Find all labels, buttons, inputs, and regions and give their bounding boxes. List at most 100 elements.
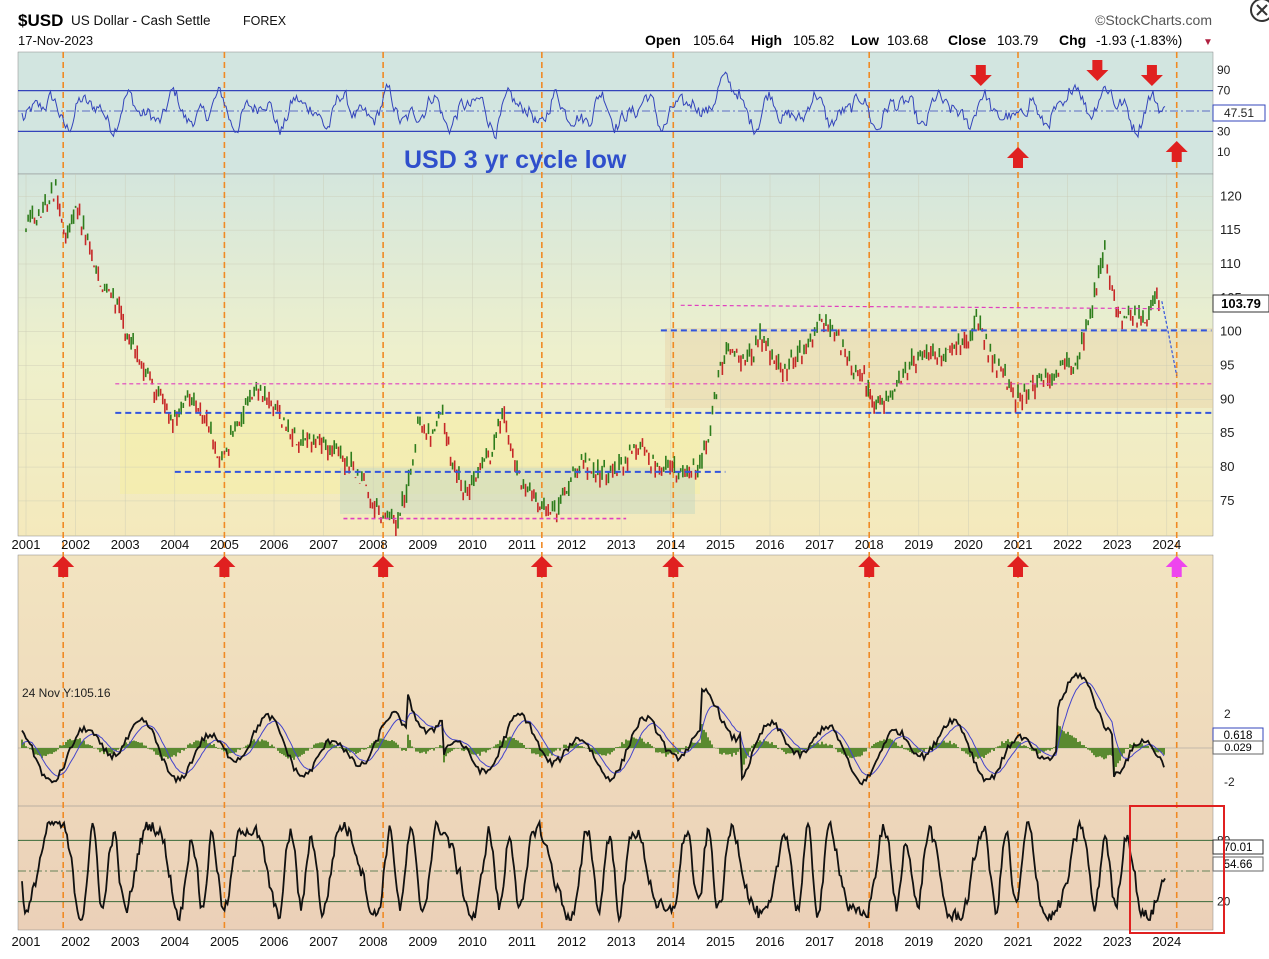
x-tick-label: 2007 [309, 537, 338, 552]
rsi-tick-label: 10 [1217, 145, 1231, 159]
highlight-box [1129, 805, 1225, 934]
x-tick-label: 2008 [359, 934, 388, 949]
price-tick-label: 120 [1220, 188, 1242, 203]
up-arrow-icon [858, 556, 881, 577]
x-tick-label: 2022 [1053, 537, 1082, 552]
high-label: High [751, 32, 782, 48]
x-tick-label: 2006 [260, 537, 289, 552]
close-label: Close [948, 32, 986, 48]
up-arrow-icon [662, 556, 685, 577]
x-tick-label: 2002 [61, 934, 90, 949]
x-tick-label: 2023 [1103, 537, 1132, 552]
rsi-tick-label: 90 [1217, 63, 1231, 77]
down-arrow-icon [1086, 60, 1109, 81]
cycle-lines [62, 52, 1178, 932]
chart-header: $USD US Dollar - Cash Settle FOREX 17-No… [18, 0, 1269, 48]
up-arrow-icon [1165, 141, 1188, 162]
price-tick-label: 75 [1220, 493, 1234, 508]
consolidation-box [340, 468, 695, 514]
chg-value: -1.93 (-1.83%) [1096, 33, 1182, 48]
open-value: 105.64 [693, 33, 735, 48]
up-arrow-icon [372, 556, 395, 577]
x-tick-label: 2010 [458, 934, 487, 949]
x-tick-label: 2021 [1004, 537, 1033, 552]
x-tick-label: 2016 [756, 537, 785, 552]
exchange: FOREX [243, 14, 287, 28]
x-tick-label: 2016 [756, 934, 785, 949]
up-arrow-icon [213, 556, 236, 577]
svg-text:0.618: 0.618 [1224, 730, 1253, 742]
chg-label: Chg [1059, 32, 1086, 48]
x-tick-label: 2015 [706, 537, 735, 552]
svg-text:0.029: 0.029 [1224, 742, 1252, 754]
price-tick-label: 80 [1220, 459, 1234, 474]
x-tick-label: 2013 [607, 934, 636, 949]
stoch-last-value-tags: 70.01 54.66 [1212, 839, 1264, 872]
x-tick-label: 2024 [1152, 934, 1181, 949]
x-tick-label: 2010 [458, 537, 487, 552]
price-tick-label: 95 [1220, 358, 1234, 373]
up-arrow-icon [530, 556, 553, 577]
close-icon[interactable] [1250, 0, 1269, 22]
macd-inset-label: 24 Nov Y:105.16 [22, 686, 111, 700]
x-tick-label: 2001 [12, 537, 41, 552]
x-tick-label: 2001 [12, 934, 41, 949]
x-tick-label: 2003 [111, 934, 140, 949]
price-tick-label: 115 [1220, 222, 1241, 237]
x-tick-label: 2011 [508, 934, 536, 949]
svg-text:70.01: 70.01 [1224, 842, 1253, 854]
x-tick-label: 2013 [607, 537, 636, 552]
down-arrow-icon [1140, 65, 1163, 86]
x-tick-label: 2018 [855, 934, 884, 949]
low-label: Low [851, 32, 879, 48]
x-tick-label: 2005 [210, 934, 239, 949]
down-arrow-icon [969, 65, 992, 86]
stoch-layer [18, 818, 1213, 924]
x-tick-label: 2021 [1004, 934, 1033, 949]
stoch-line [21, 818, 1166, 924]
rsi-line [21, 71, 1166, 140]
cycle-arrows [52, 60, 1188, 577]
instrument-name: US Dollar - Cash Settle [71, 13, 211, 28]
open-label: Open [645, 32, 681, 48]
up-arrow-icon [52, 556, 75, 577]
macd-last-value-tags: 0.618 0.029 [1212, 727, 1264, 755]
x-tick-label: 2024 [1152, 537, 1181, 552]
x-tick-label: 2020 [954, 934, 983, 949]
price-tick-label: 85 [1220, 425, 1234, 440]
price-tick-label: 90 [1220, 391, 1234, 406]
x-tick-label: 2011 [508, 537, 536, 552]
up-arrow-icon [1165, 556, 1188, 577]
macd-tick-label: 2 [1224, 707, 1231, 721]
symbol: $USD [18, 11, 63, 30]
rsi-last-value-tag: 47.51 [1212, 104, 1266, 122]
x-tick-label: 2012 [557, 934, 586, 949]
close-value: 103.79 [997, 33, 1038, 48]
x-tick-label: 2019 [904, 537, 933, 552]
x-tick-label: 2018 [855, 537, 884, 552]
rsi-tick-label: 70 [1217, 84, 1231, 98]
rsi-tick-label: 30 [1217, 124, 1231, 138]
price-tick-label: 100 [1220, 324, 1242, 339]
axis-labels: 2001 2001 2002 2002 2003 2003 2004 2004 2005 2005… [12, 63, 1242, 949]
x-tick-label: 2014 [656, 934, 685, 949]
x-tick-label: 2007 [309, 934, 338, 949]
chg-down-icon: ▼ [1203, 37, 1213, 48]
up-arrow-icon [1007, 556, 1029, 577]
x-tick-label: 2020 [954, 537, 983, 552]
price-tick-label: 110 [1220, 256, 1241, 271]
high-value: 105.82 [793, 33, 834, 48]
x-tick-label: 2012 [557, 537, 586, 552]
price-last-value-tag: 103.79 [1212, 294, 1269, 313]
macd-signal-line [21, 681, 1165, 777]
consolidation-zone-upper [665, 328, 1213, 408]
x-tick-label: 2006 [260, 934, 289, 949]
x-tick-label: 2002 [61, 537, 90, 552]
x-tick-label: 2009 [408, 537, 437, 552]
up-arrow-icon [1007, 147, 1029, 168]
x-tick-label: 2005 [210, 537, 239, 552]
x-tick-label: 2014 [656, 537, 685, 552]
x-tick-label: 2017 [805, 934, 834, 949]
svg-text:47.51: 47.51 [1224, 106, 1254, 120]
